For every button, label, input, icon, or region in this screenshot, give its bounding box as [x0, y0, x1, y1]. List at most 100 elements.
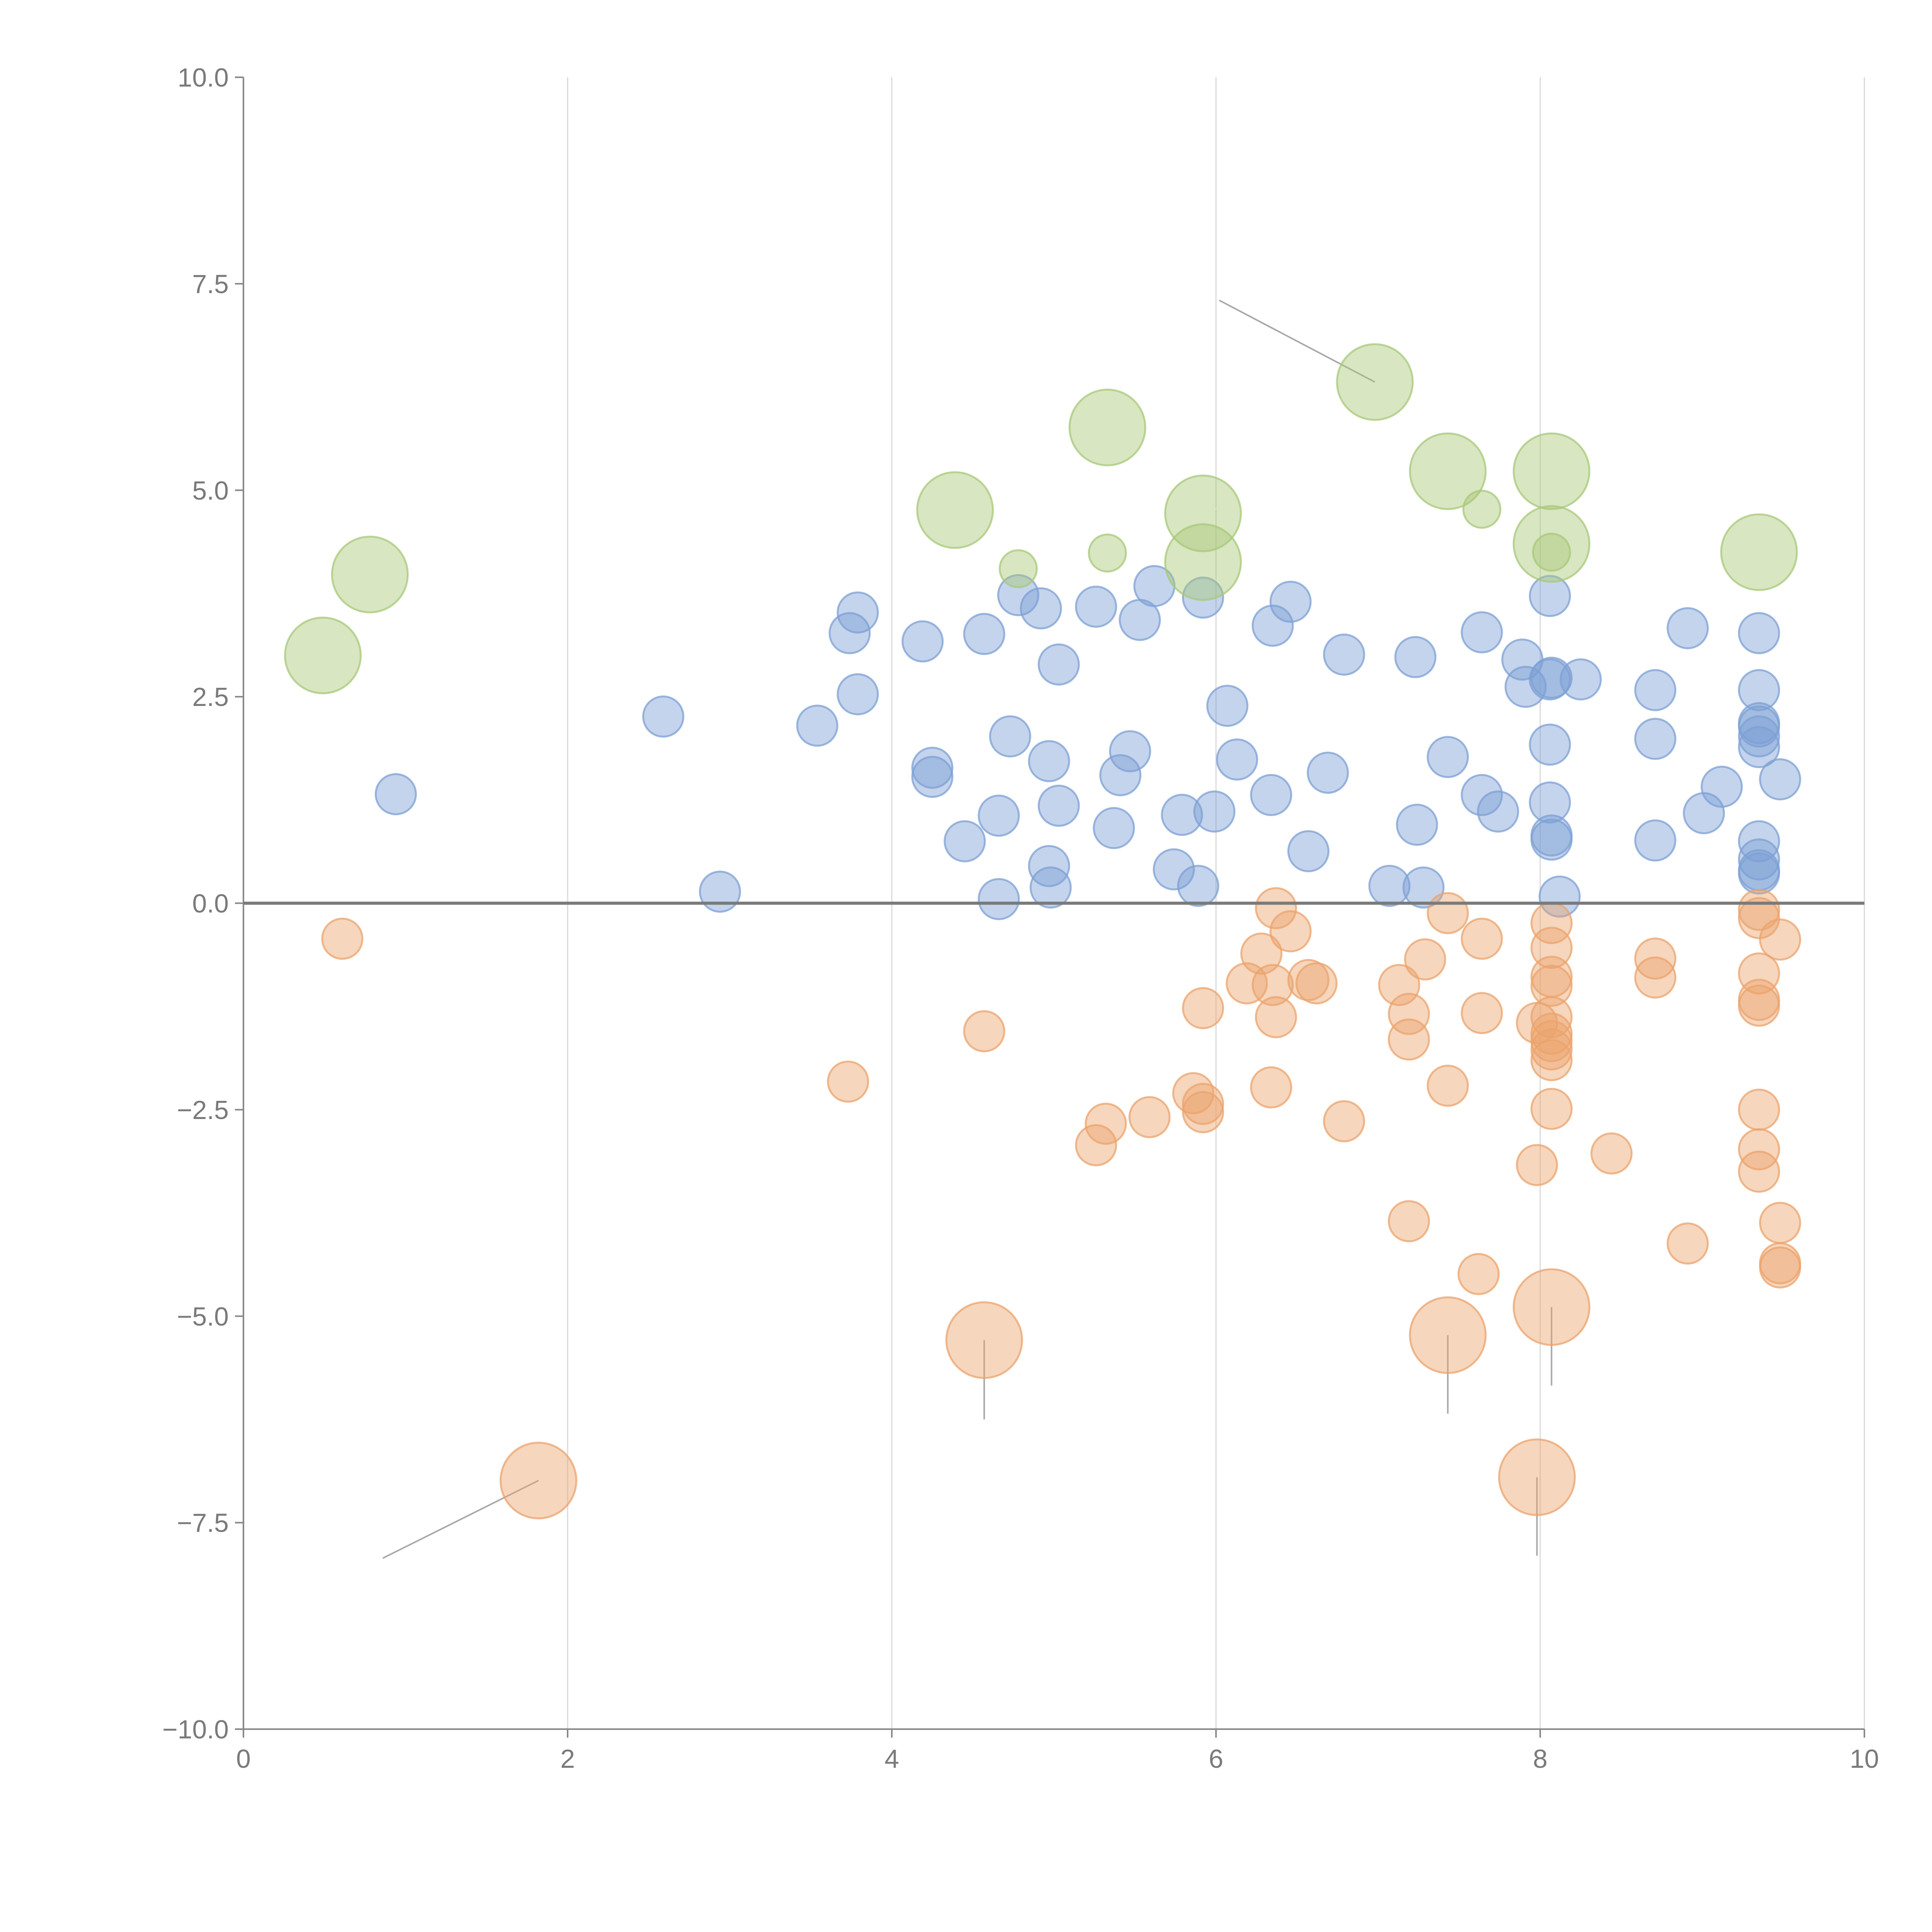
label-leader [382, 1480, 539, 1559]
positive-small-bubble [1738, 852, 1780, 895]
positive-small-bubble [1193, 790, 1236, 833]
positive-small-bubble [1306, 752, 1349, 794]
positive-small-bubble [1738, 612, 1780, 655]
positive-small-bubble [1738, 838, 1780, 881]
positive-large-bubble [331, 536, 409, 614]
positive-small-bubble [1093, 807, 1135, 849]
negative-small-bubble [1759, 1246, 1801, 1289]
positive-large-bubble [1532, 532, 1571, 572]
positive-small-bubble [963, 613, 1005, 655]
negative-small-bubble [827, 1060, 869, 1103]
positive-small-bubble [1530, 818, 1573, 861]
negative-small-bubble [1530, 927, 1573, 969]
negative-small-bubble [1128, 1096, 1171, 1138]
positive-large-bubble [1068, 388, 1146, 466]
negative-small-bubble [1759, 918, 1801, 961]
positive-large-bubble [1409, 432, 1487, 510]
y-tick-label: −2.5 [177, 1095, 229, 1125]
negative-small-bubble [1634, 956, 1677, 999]
positive-large-bubble [1512, 505, 1590, 583]
positive-large-bubble [1088, 533, 1127, 573]
positive-small-bubble [1738, 669, 1780, 711]
positive-small-bubble [911, 747, 954, 789]
positive-small-bubble [1028, 845, 1070, 887]
positive-small-bubble [1029, 866, 1072, 909]
negative-small-bubble [1590, 1132, 1633, 1175]
negative-small-bubble [1667, 1222, 1709, 1265]
negative-small-bubble [1738, 1150, 1780, 1193]
positive-small-bubble [1701, 765, 1743, 808]
y-tick-label: 0.0 [192, 889, 229, 918]
positive-small-bubble [1683, 792, 1725, 835]
label-leader-white [369, 557, 403, 575]
x-tick-label: 10 [1850, 1744, 1879, 1774]
negative-large-bubble [1498, 1438, 1576, 1516]
negative-small-bubble [1530, 1088, 1573, 1130]
negative-large-bubble [1409, 1296, 1487, 1374]
label-leader-white [1107, 407, 1140, 429]
positive-small-bubble [1037, 784, 1080, 827]
positive-small-bubble [1738, 820, 1780, 862]
y-tick-label: −5.0 [177, 1302, 229, 1331]
label-leader-white [1202, 561, 1217, 582]
y-tick-label: −10.0 [162, 1715, 229, 1744]
negative-small-bubble [1388, 1018, 1430, 1061]
positive-small-bubble [1461, 611, 1503, 653]
y-tick-label: 7.5 [192, 269, 229, 299]
positive-large-bubble [1164, 523, 1242, 601]
positive-large-bubble [1164, 474, 1242, 553]
positive-large-bubble [1336, 343, 1414, 421]
negative-small-bubble [1427, 1065, 1469, 1107]
positive-small-bubble [1634, 718, 1677, 760]
x-tick-label: 8 [1533, 1744, 1548, 1774]
negative-small-bubble [321, 917, 364, 960]
negative-small-bubble [1530, 964, 1573, 1007]
negative-small-bubble [1250, 1066, 1293, 1109]
negative-small-bubble [1530, 996, 1573, 1038]
negative-large-bubble [1512, 1268, 1590, 1346]
positive-large-bubble [1720, 513, 1798, 591]
positive-small-bubble [1250, 774, 1293, 816]
y-tick-label: 2.5 [192, 682, 229, 712]
y-tick-label: −7.5 [177, 1509, 229, 1538]
label-leader-white [1202, 502, 1233, 514]
positive-small-bubble [1216, 738, 1259, 781]
positive-small-bubble [1634, 669, 1677, 711]
negative-small-bubble [1404, 938, 1446, 981]
negative-small-bubble [1738, 1088, 1780, 1131]
positive-small-bubble [1368, 865, 1411, 907]
label-leader-white [323, 646, 364, 656]
negative-small-bubble [1516, 1144, 1558, 1186]
negative-small-bubble [1388, 993, 1430, 1035]
x-tick-label: 0 [236, 1744, 251, 1774]
bubbles [284, 343, 1801, 1520]
negative-small-bubble [1252, 964, 1294, 1006]
positive-small-bubble [1738, 715, 1780, 758]
positive-small-bubble [1177, 865, 1219, 907]
positive-large-bubble [998, 549, 1038, 588]
positive-small-bubble [1396, 803, 1438, 846]
positive-small-bubble [1504, 665, 1547, 708]
negative-small-bubble [1240, 932, 1282, 975]
positive-large-bubble [916, 471, 994, 549]
positive-small-bubble [978, 878, 1020, 920]
positive-small-bubble [1477, 790, 1519, 833]
positive-large-bubble [1462, 490, 1502, 529]
positive-small-bubble [1634, 819, 1677, 862]
negative-small-bubble [1255, 996, 1297, 1038]
negative-small-bubble [1427, 892, 1469, 934]
negative-small-bubble [1759, 1202, 1801, 1244]
negative-small-bubble [1738, 1128, 1780, 1170]
positive-small-bubble [837, 591, 879, 634]
negative-small-bubble [1738, 985, 1780, 1027]
negative-small-bubble [1295, 962, 1338, 1005]
axes: −10.0 −7.5 −5.0 −2.5 0.0 2.5 5.0 7.5 10.0 0 2 4 6 8 10 [162, 63, 1879, 1774]
positive-small-bubble [901, 620, 944, 663]
positive-small-bubble [1182, 577, 1224, 619]
negative-large-bubble [945, 1301, 1023, 1379]
x-tick-label: 6 [1209, 1744, 1223, 1774]
positive-small-bubble [1037, 643, 1080, 686]
positive-small-bubble [989, 715, 1031, 758]
label-leader-white [1447, 450, 1465, 472]
